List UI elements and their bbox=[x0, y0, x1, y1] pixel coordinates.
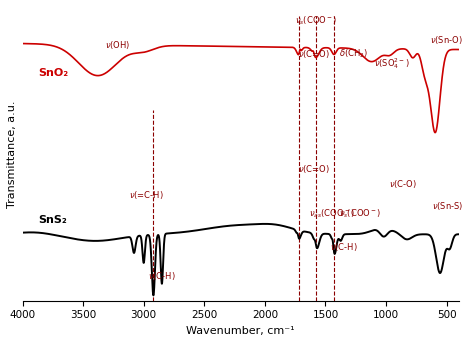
Text: $\nu$(C=O): $\nu$(C=O) bbox=[298, 164, 329, 176]
Text: SnS₂: SnS₂ bbox=[38, 215, 67, 225]
Text: $\nu_s$(COO$^-$): $\nu_s$(COO$^-$) bbox=[295, 14, 337, 27]
Text: $\nu$(SO$_4^{2-}$): $\nu$(SO$_4^{2-}$) bbox=[374, 56, 410, 71]
Text: $\delta$(CH$_2$): $\delta$(CH$_2$) bbox=[339, 48, 368, 60]
Text: $\nu$(Sn-S): $\nu$(Sn-S) bbox=[432, 200, 464, 212]
Text: $\nu$(C=O): $\nu$(C=O) bbox=[298, 48, 329, 60]
Text: $\nu_s$(COO$^-$): $\nu_s$(COO$^-$) bbox=[339, 207, 381, 220]
Text: $\nu$(=C-H): $\nu$(=C-H) bbox=[129, 189, 164, 201]
Text: $\nu$(C-H): $\nu$(C-H) bbox=[330, 241, 357, 253]
Text: $\nu$(OH): $\nu$(OH) bbox=[105, 39, 130, 51]
Text: $\nu$(C-O): $\nu$(C-O) bbox=[389, 178, 417, 190]
Text: $\nu_{as}$(COO$^-$): $\nu_{as}$(COO$^-$) bbox=[309, 207, 355, 220]
Y-axis label: Transmittance, a.u.: Transmittance, a.u. bbox=[7, 100, 17, 208]
X-axis label: Wavenumber, cm⁻¹: Wavenumber, cm⁻¹ bbox=[186, 326, 295, 336]
Text: SnO₂: SnO₂ bbox=[38, 69, 68, 79]
Text: $\nu$(Sn-O): $\nu$(Sn-O) bbox=[430, 34, 463, 46]
Text: $\nu$(C-H): $\nu$(C-H) bbox=[148, 270, 176, 282]
